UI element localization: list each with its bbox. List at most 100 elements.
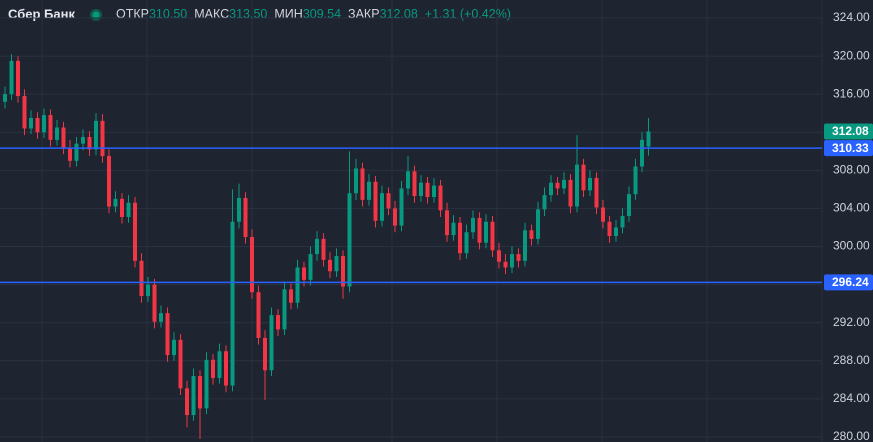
candle-body xyxy=(523,230,527,261)
candle-body xyxy=(55,127,59,140)
candle-body xyxy=(269,315,274,371)
candle-body xyxy=(237,197,241,222)
candle-body xyxy=(250,236,254,293)
candle-body xyxy=(458,222,462,254)
candle-body xyxy=(575,164,579,207)
candle-body xyxy=(191,376,196,416)
y-tick-label: 304.00 xyxy=(833,201,870,215)
y-tick-label: 316.00 xyxy=(833,86,870,100)
candle-body xyxy=(536,209,540,239)
candle-body xyxy=(230,221,235,386)
candle-body xyxy=(165,313,170,356)
candle-body xyxy=(633,166,638,195)
y-tick-label: 324.00 xyxy=(833,10,870,24)
level-label: 296.24 xyxy=(832,275,869,289)
candle-body xyxy=(516,254,521,261)
candle-body xyxy=(276,315,280,330)
candle-body xyxy=(204,359,209,409)
legend-label: ОТКР xyxy=(116,7,149,21)
candle-body xyxy=(406,171,410,189)
candle-body xyxy=(224,351,228,386)
candle-body xyxy=(35,117,40,133)
legend-change: +1.31 (+0.42%) xyxy=(425,7,511,21)
candle-body xyxy=(107,156,111,207)
y-tick-label: 320.00 xyxy=(833,48,870,62)
candle-body xyxy=(529,230,534,239)
candle-body xyxy=(198,376,202,409)
candle-body xyxy=(22,96,27,129)
candle-body xyxy=(412,171,417,197)
candle-body xyxy=(133,202,137,261)
candle-body xyxy=(627,194,631,217)
candle-body xyxy=(29,117,33,129)
y-tick-label: 288.00 xyxy=(833,353,870,367)
legend-value: 309.54 xyxy=(303,7,341,21)
candle-body xyxy=(48,115,53,140)
candle-body xyxy=(308,254,313,280)
candle-body xyxy=(393,208,397,226)
candle-body xyxy=(315,238,319,255)
level-label-box xyxy=(824,140,873,157)
candle-body xyxy=(497,250,501,262)
candle-body xyxy=(425,182,430,198)
last-price-box xyxy=(824,123,873,140)
candle-body xyxy=(601,207,605,222)
candle-body xyxy=(178,339,183,389)
candle-body xyxy=(594,177,599,208)
candle-body xyxy=(367,181,371,200)
candle-body xyxy=(302,267,306,280)
candle-body xyxy=(217,351,222,378)
candle-body xyxy=(126,202,131,218)
candle-body xyxy=(354,168,358,194)
candle-body xyxy=(347,193,352,287)
candle-body xyxy=(445,210,449,236)
candle-body xyxy=(16,60,20,97)
candle-body xyxy=(139,260,144,297)
candle-body xyxy=(646,131,651,147)
candle-body xyxy=(542,195,547,210)
y-grid xyxy=(0,17,822,438)
candle-body xyxy=(113,198,118,207)
candle-body xyxy=(263,337,267,371)
legend-value: 312.08 xyxy=(380,7,418,21)
candle-body xyxy=(100,120,105,157)
candle-body xyxy=(42,115,46,133)
chart-title: Сбер Банк xyxy=(8,6,75,21)
legend-value: 313.50 xyxy=(229,7,267,21)
y-tick-label: 284.00 xyxy=(833,391,870,405)
legend-label: ЗАКР xyxy=(348,7,380,21)
candle-body xyxy=(328,259,332,272)
candle-body xyxy=(399,188,404,226)
candle-body xyxy=(588,177,592,191)
ohlc-legend: ОТКР310.50 МАКС313.50 МИН309.54 ЗАКР312.08 +… xyxy=(116,7,511,21)
candle-body xyxy=(68,147,72,161)
y-tick-label: 300.00 xyxy=(833,239,870,253)
candle-body xyxy=(334,256,339,272)
candle-body xyxy=(620,216,625,228)
legend-value: 310.50 xyxy=(149,7,187,21)
candle-body xyxy=(87,137,92,150)
candles xyxy=(3,54,651,439)
candle-body xyxy=(3,94,7,102)
candle-body xyxy=(289,289,293,303)
y-tick-label: 308.00 xyxy=(833,163,870,177)
candle-body xyxy=(341,256,345,287)
candle-body xyxy=(607,221,612,237)
candle-body xyxy=(81,137,85,144)
candle-body xyxy=(146,284,150,297)
candle-body xyxy=(172,339,176,356)
candle-body xyxy=(9,60,14,95)
candle-body xyxy=(484,221,488,243)
candle-body xyxy=(386,193,391,209)
candle-body xyxy=(490,221,495,251)
candle-body xyxy=(211,359,215,378)
y-tick-label: 292.00 xyxy=(833,315,870,329)
candle-body xyxy=(74,143,79,161)
candle-body xyxy=(549,182,553,196)
legend-label: МИН xyxy=(274,7,302,21)
candle-body xyxy=(321,238,326,260)
candle-body xyxy=(471,217,475,233)
candle-body xyxy=(614,227,618,237)
